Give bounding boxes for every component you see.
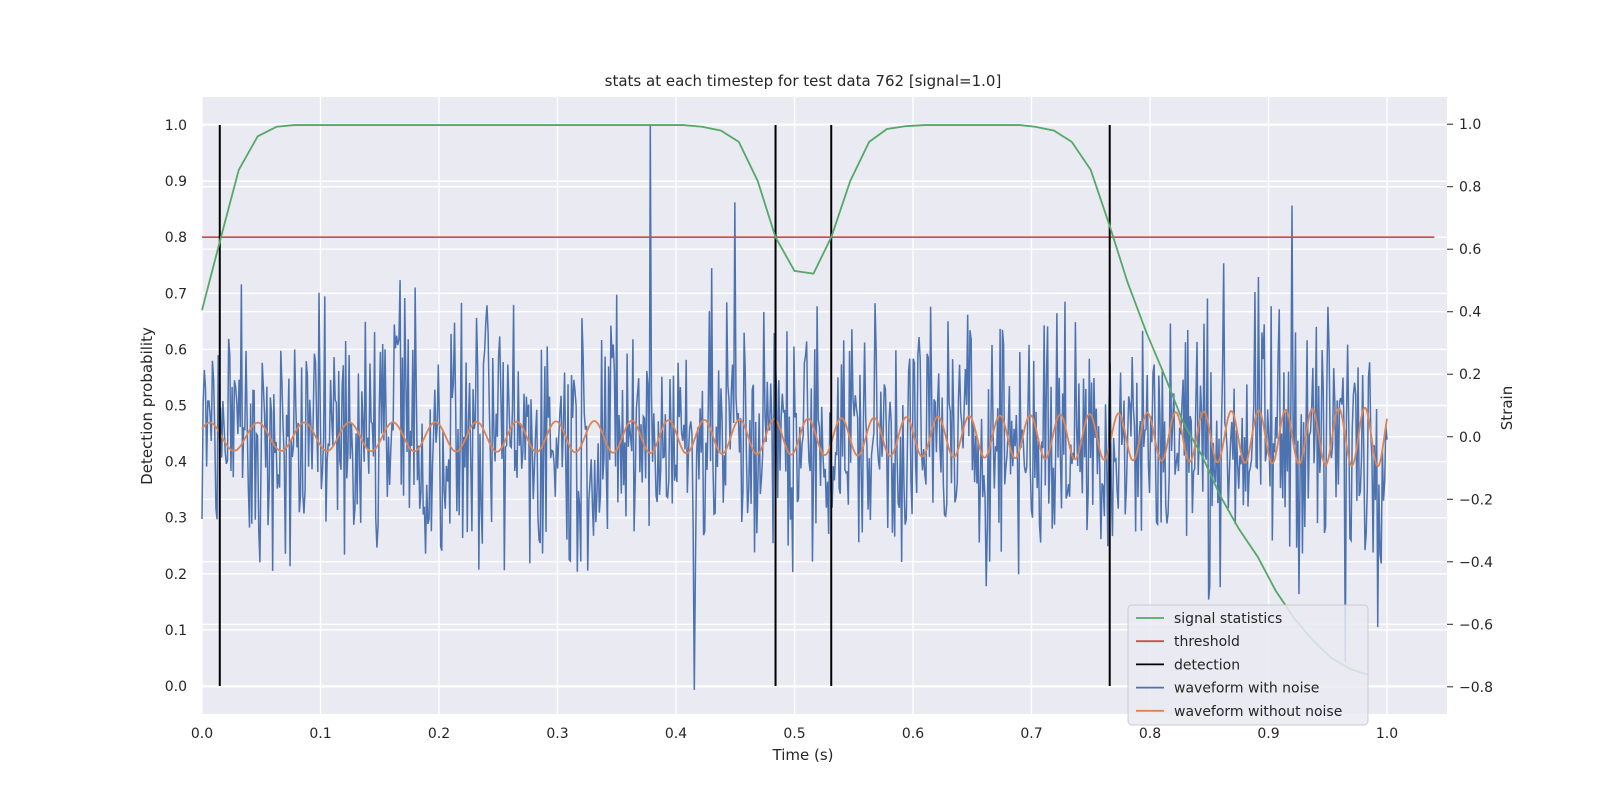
y2-tick-label: −0.8 [1459, 680, 1493, 696]
y2-tick-label: 0.8 [1459, 180, 1481, 196]
y-tick-label: 1.0 [165, 118, 187, 134]
x-tick-label: 0.0 [191, 726, 213, 742]
x-tick-label: 0.3 [546, 726, 568, 742]
y2-tick-label: 0.6 [1459, 242, 1481, 258]
y-tick-label: 0.8 [165, 230, 187, 246]
legend-label: detection [1174, 657, 1240, 673]
x-tick-label: 1.0 [1376, 726, 1398, 742]
x-tick-label: 0.6 [902, 726, 924, 742]
series-waveform-without-noise [201, 406, 1388, 468]
y2-axis-label: Strain [1498, 386, 1516, 430]
x-tick-label: 0.2 [428, 726, 450, 742]
y-tick-label: 0.1 [165, 623, 187, 639]
y-axis-label: Detection probability [138, 327, 156, 485]
legend-label: waveform with noise [1174, 681, 1319, 697]
y2-tick-label: −0.6 [1459, 617, 1493, 633]
x-tick-label: 0.8 [1139, 726, 1161, 742]
y2-tick-label: 0.0 [1459, 430, 1481, 446]
legend-box [1127, 604, 1369, 726]
y-ticks-right: −0.8 −0.6 −0.4 −0.2 0.0 0.2 0.4 0.6 0.8 1.0 [1447, 117, 1493, 696]
y-tick-label: 0.9 [165, 174, 187, 190]
series-signal-statistics [201, 124, 1369, 676]
legend: signal statistics threshold detection wavef… [1127, 604, 1369, 726]
y-tick-label: 0.4 [165, 455, 187, 471]
y-tick-label: 0.5 [165, 399, 187, 415]
x-ticks: 0.0 0.1 0.2 0.3 0.4 0.5 0.6 0.7 0.8 0.9 1.0 [191, 726, 1398, 742]
y2-tick-label: −0.4 [1459, 555, 1493, 571]
y2-tick-label: 0.4 [1459, 305, 1481, 321]
series-waveform-with-noise [201, 124, 1388, 690]
y-tick-label: 0.3 [165, 511, 187, 527]
y-tick-label: 0.0 [165, 679, 187, 695]
y-ticks-left: 0.0 0.1 0.2 0.3 0.4 0.5 0.6 0.7 0.8 0.9 1.0 [165, 118, 187, 695]
legend-label: waveform without noise [1174, 704, 1342, 720]
y2-tick-label: 1.0 [1459, 117, 1481, 133]
chart-title: stats at each timestep for test data 762… [605, 72, 1002, 90]
legend-label: threshold [1174, 634, 1240, 650]
x-tick-label: 0.9 [1257, 726, 1279, 742]
legend-label: signal statistics [1174, 611, 1282, 627]
y-tick-label: 0.7 [165, 286, 187, 302]
x-axis-label: Time (s) [772, 746, 834, 764]
x-tick-label: 0.4 [665, 726, 687, 742]
x-tick-label: 0.7 [1020, 726, 1042, 742]
y2-tick-label: −0.2 [1459, 492, 1493, 508]
y-tick-label: 0.2 [165, 567, 187, 583]
x-tick-label: 0.5 [783, 726, 805, 742]
series-layer [201, 124, 1435, 690]
y-tick-label: 0.6 [165, 342, 187, 358]
y2-tick-label: 0.2 [1459, 367, 1481, 383]
x-tick-label: 0.1 [309, 726, 331, 742]
